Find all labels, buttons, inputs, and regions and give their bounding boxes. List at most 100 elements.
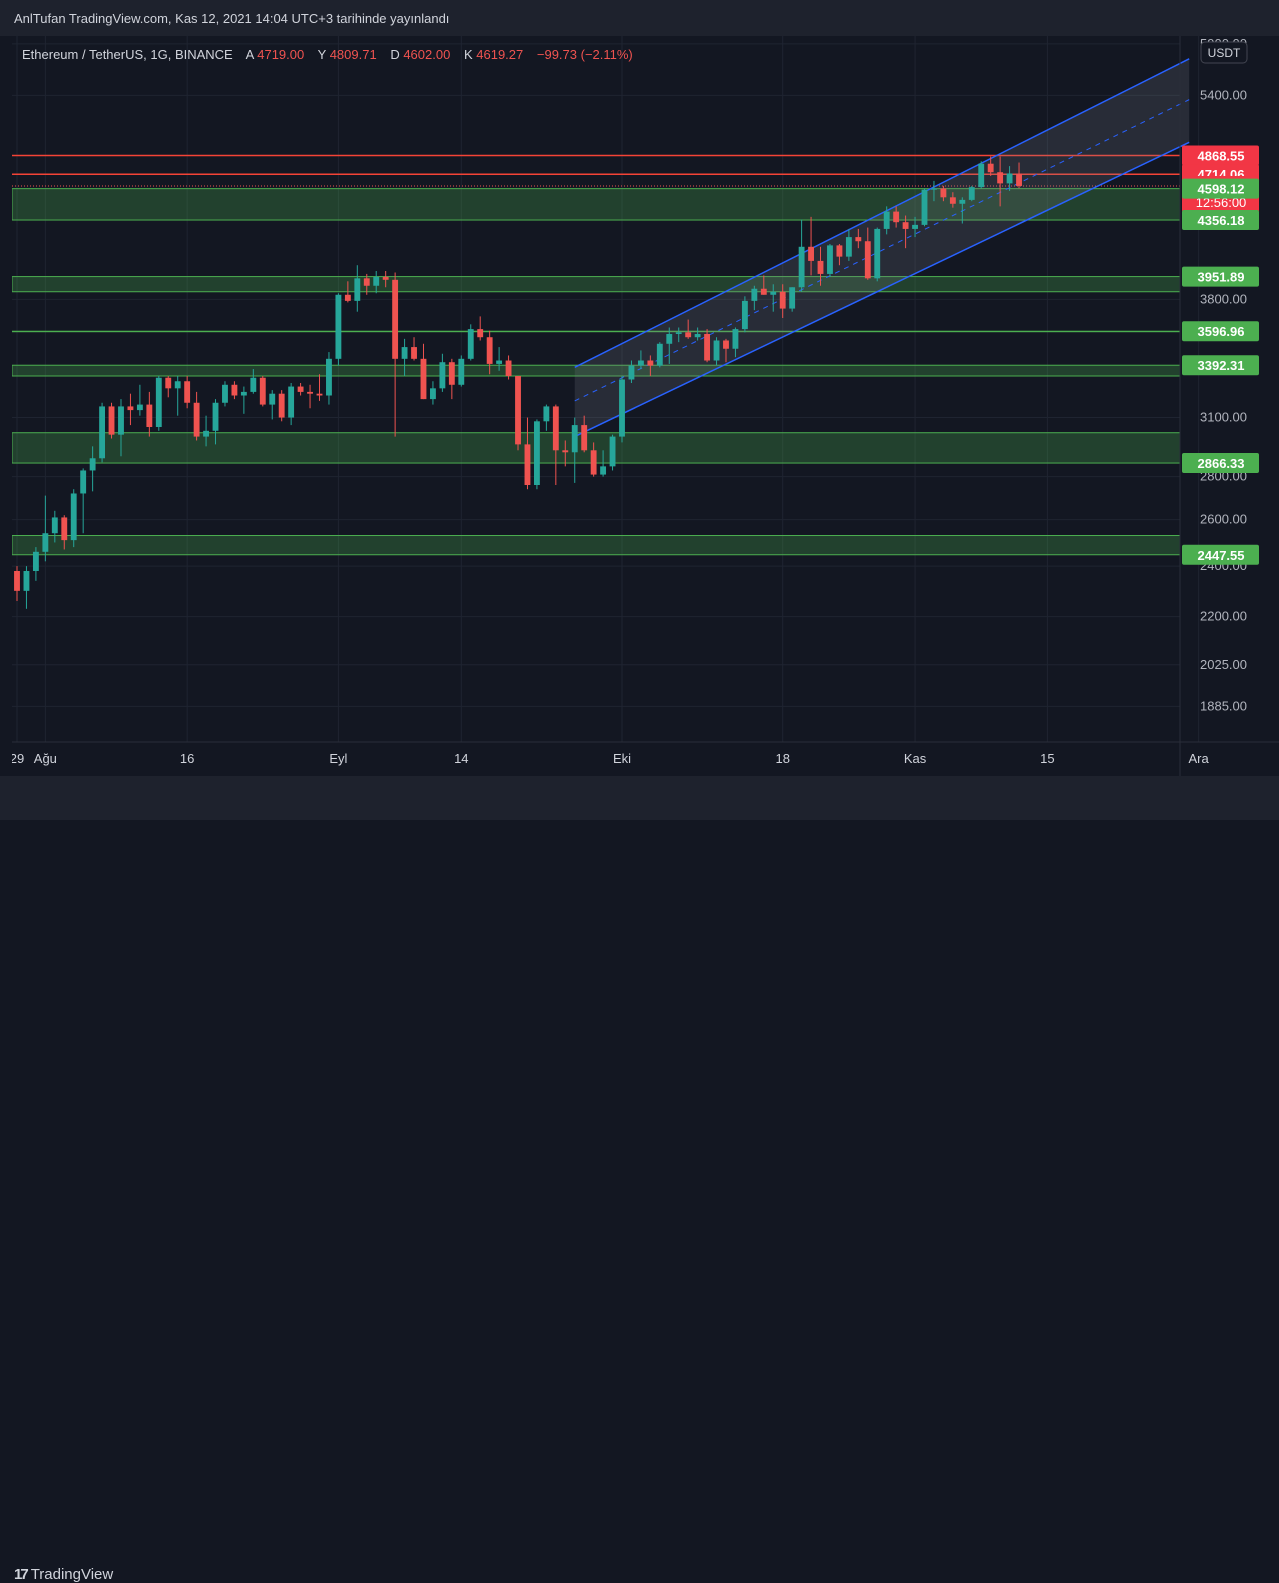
candle-body (694, 333, 701, 338)
candle (883, 206, 890, 235)
candle-body (354, 278, 361, 301)
candle (23, 566, 30, 609)
candle-body (883, 211, 890, 229)
currency-selector[interactable]: USDT (1200, 41, 1248, 64)
candle (524, 417, 531, 490)
candle-body (373, 276, 380, 286)
time-tick-label: Eyl (329, 751, 347, 766)
candles (14, 156, 1022, 609)
candle (817, 246, 824, 286)
candle (344, 281, 351, 303)
candle (382, 271, 389, 288)
price-tick-label: 1885.00 (1200, 698, 1247, 713)
candle (694, 327, 701, 341)
price-badge-bg (1182, 453, 1259, 474)
tradingview-logo[interactable]: 17 TradingView (14, 1566, 113, 1583)
candle-body (401, 347, 408, 359)
candle (505, 355, 512, 380)
channel-mid-line[interactable] (574, 99, 1190, 402)
price-badge-label: 4598.12 (1198, 182, 1245, 197)
candle-body (439, 362, 446, 389)
candle (316, 374, 323, 401)
price-tick-label: 3100.00 (1200, 410, 1247, 425)
candle-body (571, 425, 578, 453)
currency-badge-frame[interactable] (1200, 41, 1248, 64)
candle (250, 369, 257, 394)
candle-body (136, 404, 143, 411)
candle-body (23, 571, 30, 591)
candle (448, 358, 455, 400)
candle-body (685, 332, 692, 338)
candle (259, 375, 266, 407)
candle (760, 275, 767, 295)
candle-body (515, 375, 521, 445)
price-badge-bg (1182, 266, 1259, 287)
time-tick-label: Eki (613, 751, 631, 766)
support-zone (11, 276, 1181, 293)
candle-body (1006, 173, 1013, 184)
candle-body (723, 340, 729, 349)
candle-body (193, 402, 200, 437)
candle-body (307, 391, 313, 394)
price-badge: 3392.31 (1182, 355, 1259, 376)
candle (61, 515, 68, 550)
candle (373, 271, 380, 294)
candle-body (637, 360, 644, 366)
currency-badge[interactable]: USDT (1208, 46, 1241, 60)
candle-body (392, 279, 399, 359)
candle (155, 375, 162, 431)
candle (571, 417, 578, 483)
candle-body (411, 347, 417, 359)
candle-body (51, 517, 58, 534)
candle (723, 338, 729, 363)
candle (949, 192, 956, 208)
chart-container[interactable]: 1885.00 2025.00 2200.00 2400.00 2600.00 2800.… (10, 36, 1279, 776)
price-tick-label: 2200.00 (1200, 609, 1247, 624)
candle (751, 285, 758, 311)
candle (354, 265, 361, 312)
candle-body (70, 493, 77, 541)
candle (335, 293, 342, 366)
price-badges: 4868.554714.064619.2712:56:004598.124356… (1182, 145, 1259, 565)
candle-body (590, 450, 597, 475)
candle (628, 360, 635, 384)
time-tick-label: Ağu (34, 751, 57, 766)
footer-bar: 17 TradingView (0, 776, 1279, 1583)
candle (609, 434, 616, 471)
price-badge-label: 2447.55 (1198, 548, 1245, 563)
candle (193, 391, 200, 441)
candle-body (552, 406, 559, 451)
candle-body (656, 343, 663, 366)
candle-body (855, 237, 862, 242)
candle-body (704, 333, 711, 361)
price-chart[interactable]: 1885.002025.002200.002400.002600.002800.… (10, 36, 1279, 776)
candle (902, 215, 909, 249)
candle (42, 495, 49, 562)
candle (978, 161, 985, 189)
channel-upper-line[interactable] (574, 58, 1190, 369)
candle-body (430, 388, 436, 400)
candle (212, 399, 219, 445)
candle (184, 375, 191, 409)
brand-text: TradingView (30, 1566, 114, 1583)
candle (392, 272, 399, 437)
candle-body (912, 224, 918, 229)
candle-body (619, 379, 625, 437)
candle-body (817, 260, 824, 274)
candle (439, 353, 446, 392)
candle-body (80, 470, 87, 494)
candle (685, 319, 692, 339)
candle (940, 185, 947, 202)
price-tick-label: 5400.00 (1200, 87, 1247, 102)
candle-body (968, 187, 975, 200)
candle-body (231, 384, 238, 396)
candle-body (808, 246, 814, 261)
channel-lower-line[interactable] (574, 141, 1190, 438)
candle (269, 390, 276, 420)
candle-body (978, 163, 985, 188)
candle-body (288, 386, 295, 418)
support-zone (11, 188, 1181, 221)
candle-body (921, 189, 928, 225)
legend-high-label: Y (318, 47, 327, 62)
legend-close-value: 4619.27 (476, 47, 523, 62)
